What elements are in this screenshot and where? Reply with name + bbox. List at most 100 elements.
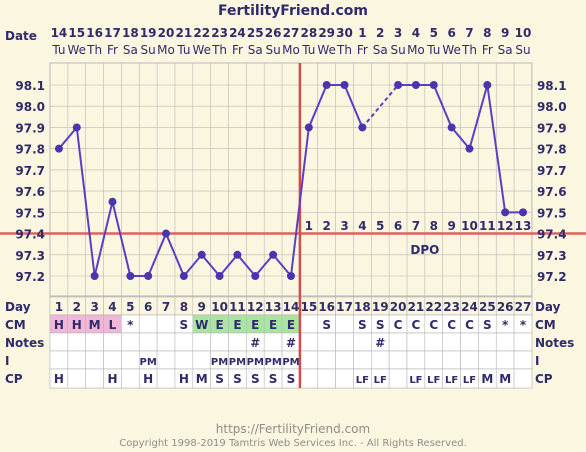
weekday-label: Su <box>141 43 156 57</box>
notes-cell-value: # <box>250 336 260 350</box>
cp-cell <box>335 368 354 389</box>
y-tick-label-right: 97.9 <box>537 121 567 135</box>
temperature-line-segment <box>450 126 471 150</box>
cm-cell-value: M <box>89 318 101 332</box>
temperature-line-segment <box>58 126 78 150</box>
day-cell-value: 8 <box>180 300 188 314</box>
y-tick-label-right: 98.0 <box>537 100 567 114</box>
temperature-line-segment <box>486 84 507 213</box>
day-row-label-right: Day <box>535 300 561 314</box>
temperature-point <box>429 81 438 89</box>
cp-row-label-left: CP <box>5 372 23 386</box>
cp-cell-value: LF <box>427 375 440 386</box>
y-tick-label-left: 97.6 <box>15 185 45 199</box>
day-cell-value: 10 <box>211 300 228 314</box>
date-label: 29 <box>318 26 335 40</box>
weekday-label: Th <box>336 43 352 57</box>
cm-row-label-left: CM <box>5 318 26 332</box>
date-label: 6 <box>447 26 455 40</box>
cp-cell-value: H <box>54 372 64 386</box>
date-label: 15 <box>68 26 85 40</box>
cm-cell-value: H <box>72 318 82 332</box>
cm-cell-value: W <box>195 318 208 332</box>
y-tick-label-right: 97.4 <box>537 228 567 242</box>
temperature-dashed-segment <box>361 84 399 129</box>
temperature-line-segment <box>307 84 328 128</box>
intercourse-cell <box>442 350 461 370</box>
date-label: 27 <box>283 26 300 40</box>
notes-cell <box>335 332 354 352</box>
day-cell-value: 13 <box>265 300 282 314</box>
weekday-label: Fr <box>357 43 368 57</box>
cp-cell <box>121 368 140 389</box>
cp-cell <box>317 368 336 389</box>
weekday-label: Mo <box>157 43 175 57</box>
dpo-number: 6 <box>394 219 402 233</box>
temperature-line-segment <box>147 233 167 277</box>
temperature-line-segment <box>254 254 274 277</box>
date-label: 9 <box>501 26 509 40</box>
temperature-line-segment <box>93 201 114 277</box>
temperature-line-segment <box>183 254 203 277</box>
cp-cell-value: S <box>233 372 242 386</box>
notes-cell <box>138 332 158 352</box>
date-label: 10 <box>515 26 532 40</box>
weekday-label: Th <box>86 43 102 57</box>
intercourse-cell <box>478 350 497 370</box>
y-tick-label-left: 97.7 <box>15 164 45 178</box>
temperature-line-segment <box>75 127 96 277</box>
date-label: 17 <box>104 26 121 40</box>
temperature-point <box>72 123 81 132</box>
temperature-point <box>215 272 224 280</box>
cm-cell-value: C <box>412 318 421 332</box>
day-cell-value: 7 <box>162 300 170 314</box>
notes-cell <box>388 332 408 352</box>
temperature-point <box>411 81 420 89</box>
cm-cell-value: E <box>251 318 259 332</box>
cp-cell-value: LF <box>409 375 422 386</box>
dpo-number: 3 <box>340 219 348 233</box>
y-tick-label-left: 97.9 <box>15 121 45 135</box>
dpo-number: 2 <box>322 219 330 233</box>
date-label: 20 <box>158 26 175 40</box>
cp-cell <box>513 368 533 389</box>
cp-cell <box>85 368 104 389</box>
y-tick-label-left: 97.3 <box>15 249 45 263</box>
temperature-point <box>304 123 313 132</box>
y-tick-label-right: 97.3 <box>537 249 567 263</box>
cp-cell <box>388 368 408 389</box>
day-cell-value: 16 <box>318 300 335 314</box>
cm-cell-value: L <box>109 318 117 332</box>
temperature-point <box>340 81 349 89</box>
intercourse-cell <box>495 350 515 370</box>
weekday-label: Sa <box>248 43 263 57</box>
cp-cell <box>299 368 319 389</box>
notes-cell <box>49 332 69 352</box>
cp-cell-value: M <box>196 372 208 386</box>
day-cell-value: 23 <box>443 300 460 314</box>
y-tick-label-left: 97.4 <box>15 228 45 242</box>
date-label: 4 <box>412 26 420 40</box>
weekday-label: Fr <box>107 43 118 57</box>
cm-cell-value: E <box>233 318 241 332</box>
cm-cell-value: E <box>269 318 277 332</box>
dpo-number: 9 <box>447 219 455 233</box>
cp-cell-value: M <box>499 372 511 386</box>
temperature-point <box>233 250 242 259</box>
day-cell-value: 14 <box>283 300 300 314</box>
dpo-number: 8 <box>430 219 438 233</box>
cp-cell-value: H <box>107 372 117 386</box>
cp-cell-value: LF <box>445 375 458 386</box>
notes-cell <box>299 332 319 352</box>
day-cell-value: 20 <box>390 300 407 314</box>
intercourse-cell-value: PM <box>229 357 246 368</box>
weekday-label: Sa <box>498 43 513 57</box>
intercourse-cell <box>103 350 122 370</box>
footer-url[interactable]: https://FertilityFriend.com <box>216 422 370 436</box>
cp-cell <box>67 368 86 389</box>
weekday-label: Tu <box>176 43 190 57</box>
cm-cell <box>156 314 176 334</box>
day-cell-value: 9 <box>198 300 206 314</box>
temperature-point <box>269 250 278 259</box>
